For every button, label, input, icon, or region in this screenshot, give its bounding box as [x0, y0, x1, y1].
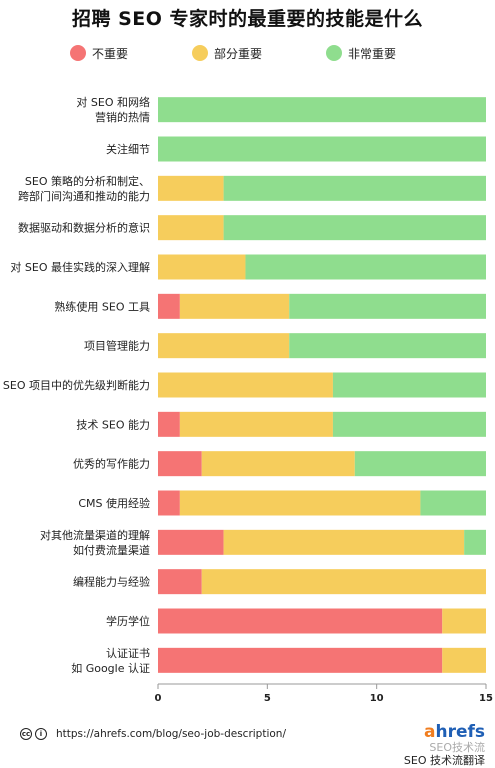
category-label-1-line-1: 对 SEO 和网络 — [76, 95, 150, 109]
legend-label-not-important: 不重要 — [92, 46, 129, 61]
logo-letter-a: a — [423, 722, 436, 742]
category-label-15-line-2: 如 Google 认证 — [71, 661, 150, 675]
legend-item-very-important: 非常重要 — [326, 43, 396, 63]
translator-credit: SEO 技术流翻译 — [403, 754, 485, 767]
category-label-5: 对 SEO 最佳实践的深入理解 — [10, 260, 150, 274]
wechat-watermark: SEO技术流 — [429, 741, 485, 754]
bar-somewhat-important-3 — [158, 175, 224, 201]
category-label-11: CMS 使用经验 — [78, 496, 150, 510]
legend-swatch-somewhat-important — [192, 45, 208, 61]
bar-somewhat-important-7 — [158, 333, 290, 359]
x-tick-label-5: 5 — [264, 693, 271, 704]
source-link-row: cc i https://ahrefs.com/blog/seo-job-des… — [20, 728, 286, 740]
legend-item-not-important: 不重要 — [70, 43, 128, 63]
bar-not-important-11 — [158, 490, 180, 516]
bar-very-important-3 — [223, 175, 486, 201]
bar-somewhat-important-15 — [442, 647, 486, 673]
bar-very-important-10 — [354, 451, 486, 477]
bar-very-important-7 — [289, 333, 486, 359]
bar-somewhat-important-10 — [201, 451, 355, 477]
logo-text: hrefs — [435, 722, 485, 742]
chart-title: 招聘 SEO 专家时的最重要的技能是什么 — [71, 8, 424, 30]
legend-swatch-not-important — [70, 45, 86, 61]
category-label-1-line-2: 营销的热情 — [95, 110, 150, 124]
bar-very-important-4 — [223, 215, 486, 241]
legend-label-somewhat-important: 部分重要 — [214, 46, 263, 61]
bar-somewhat-important-5 — [158, 254, 246, 280]
bar-very-important-2 — [158, 136, 486, 162]
category-label-3-line-2: 跨部门间沟通和推动的能力 — [18, 189, 150, 203]
bar-somewhat-important-13 — [201, 569, 486, 595]
bar-somewhat-important-4 — [158, 215, 224, 241]
category-label-12-line-2: 如付费流量渠道 — [73, 543, 150, 557]
category-label-9: 技术 SEO 能力 — [76, 417, 150, 431]
legend-item-somewhat-important: 部分重要 — [192, 43, 262, 63]
bar-somewhat-important-11 — [179, 490, 421, 516]
bar-very-important-6 — [289, 293, 486, 319]
x-tick-label-10: 10 — [370, 693, 384, 704]
bar-very-important-9 — [332, 411, 486, 437]
bar-very-important-8 — [332, 372, 486, 398]
attribution-icon: i — [35, 728, 47, 740]
creative-commons-icon: cc — [20, 728, 32, 740]
x-tick-label-0: 0 — [155, 693, 162, 704]
bar-very-important-5 — [245, 254, 486, 280]
bar-not-important-14 — [158, 608, 443, 634]
category-label-2: 关注细节 — [106, 142, 150, 156]
bar-somewhat-important-12 — [223, 529, 465, 555]
legend-label-very-important: 非常重要 — [348, 46, 397, 61]
bar-somewhat-important-6 — [179, 293, 290, 319]
bar-not-important-12 — [158, 529, 224, 555]
bar-not-important-13 — [158, 569, 202, 595]
bar-somewhat-important-9 — [179, 411, 333, 437]
bar-not-important-15 — [158, 647, 443, 673]
category-label-13: 编程能力与经验 — [73, 575, 150, 589]
brand-block: ahrefs SEO技术流 SEO 技术流翻译 — [375, 723, 485, 768]
bar-not-important-9 — [158, 411, 180, 437]
source-url[interactable]: https://ahrefs.com/blog/seo-job-descript… — [56, 728, 287, 740]
legend-swatch-very-important — [326, 45, 342, 61]
category-label-3-line-1: SEO 策略的分析和制定、 — [25, 174, 150, 188]
bar-not-important-10 — [158, 451, 202, 477]
category-label-7: 项目管理能力 — [84, 339, 150, 353]
category-label-12-line-1: 对其他流量渠道的理解 — [40, 528, 150, 542]
bar-somewhat-important-8 — [158, 372, 333, 398]
category-label-8: SEO 项目中的优先级判断能力 — [3, 378, 150, 392]
category-label-10: 优秀的写作能力 — [73, 457, 150, 471]
category-label-14: 学历学位 — [106, 614, 150, 628]
bar-somewhat-important-14 — [442, 608, 486, 634]
bar-not-important-6 — [158, 293, 180, 319]
category-label-15-line-1: 认证证书 — [106, 647, 150, 660]
category-label-4: 数据驱动和数据分析的意识 — [18, 221, 150, 235]
bar-very-important-1 — [158, 97, 486, 123]
bar-very-important-12 — [464, 529, 486, 555]
category-label-6: 熟练使用 SEO 工具 — [54, 299, 150, 313]
x-tick-label-15: 15 — [479, 693, 493, 704]
bar-very-important-11 — [420, 490, 486, 516]
ahrefs-logo: ahrefs — [375, 723, 485, 741]
